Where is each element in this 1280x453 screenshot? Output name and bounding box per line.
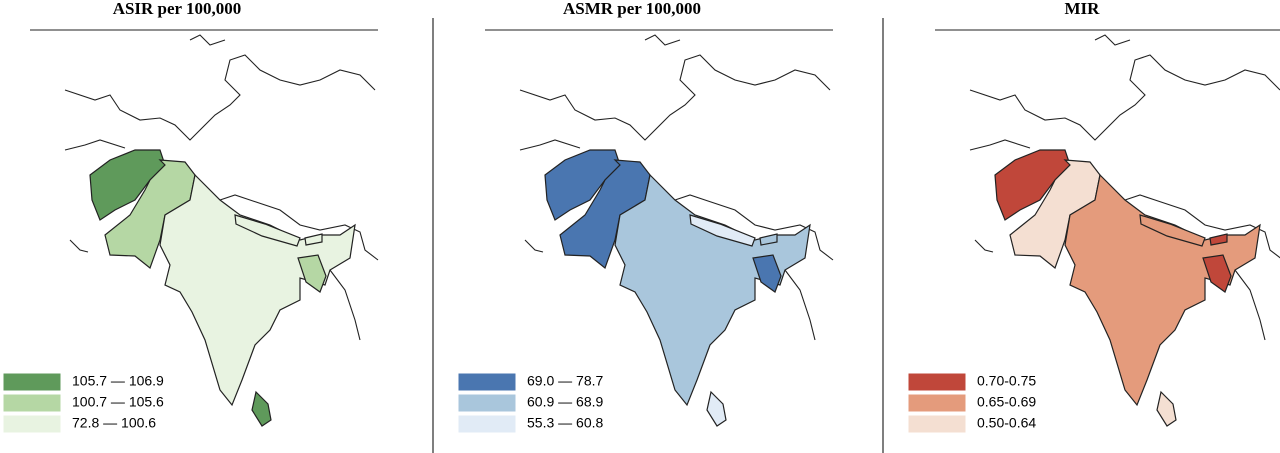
border-line [644,34,681,46]
border-line [784,269,816,341]
region [1202,254,1232,293]
border-line [524,239,544,253]
border-line [974,239,994,253]
region [759,233,778,246]
region [159,173,356,407]
border-line [1234,269,1266,341]
map-panel: MIR 0.70-0.75 0.65-0.69 0.50-0.64 [907,0,1280,434]
border-line [969,54,1280,141]
region [706,390,727,427]
border-line [1094,34,1131,46]
legend-label: 0.70-0.75 [977,373,1036,389]
legend-swatch [2,393,62,413]
legend-label: 0.50-0.64 [977,415,1036,431]
border-line [219,194,379,261]
legend-label: 69.0 — 78.7 [527,373,603,389]
border-line [519,139,581,151]
legend-label: 60.9 — 68.9 [527,394,603,410]
legend-label: 105.7 — 106.9 [72,373,164,389]
border-line [64,139,126,151]
legend-swatch [907,414,967,434]
legend-label: 0.65-0.69 [977,394,1036,410]
region [297,254,327,293]
map-panel: ASMR per 100,000 69.0 — 78.7 60.9 — 68.9 55… [457,0,834,434]
border-line [969,139,1031,151]
region [689,214,756,247]
border-line [329,269,361,341]
legend-swatch [907,372,967,392]
region [1064,173,1261,407]
region [234,214,301,247]
map-panel: ASIR per 100,000 105.7 — 106.9 100.7 — 105… [2,0,379,434]
border-line [674,194,834,261]
region [304,233,323,246]
border-line [519,54,831,141]
region [614,173,811,407]
region [251,390,272,427]
region [1209,233,1228,246]
region [1139,214,1206,247]
legend-swatch [2,372,62,392]
legend-swatch [907,393,967,413]
region [1156,390,1177,427]
legend-swatch [457,393,517,413]
border-line [1124,194,1280,259]
legend-swatch [457,372,517,392]
border-line [69,239,89,253]
legend-label: 55.3 — 60.8 [527,415,603,431]
border-line [189,34,226,46]
legend-label: 100.7 — 105.6 [72,394,164,410]
legend-swatch [457,414,517,434]
panel-title: MIR [1065,0,1101,18]
legend-label: 72.8 — 100.6 [72,415,156,431]
panel-title: ASMR per 100,000 [563,0,701,18]
panel-title: ASIR per 100,000 [113,0,242,18]
region [752,254,782,293]
legend-swatch [2,414,62,434]
border-line [64,54,376,141]
